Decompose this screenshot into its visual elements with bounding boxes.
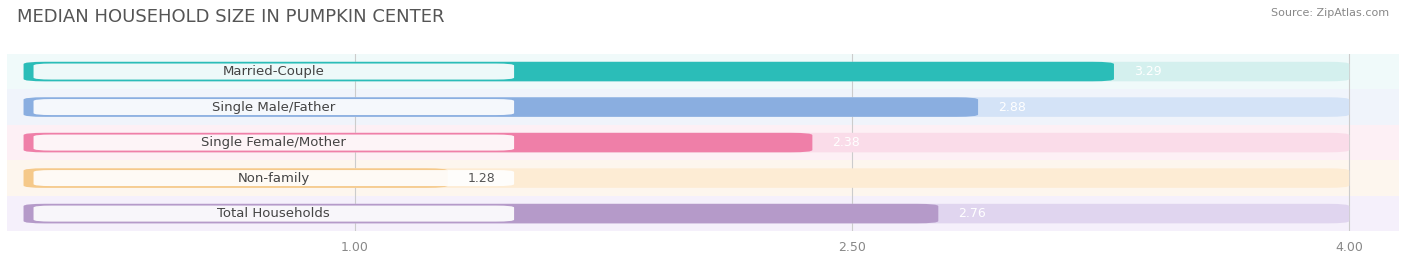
Text: Single Male/Father: Single Male/Father — [212, 101, 336, 114]
Text: 2.76: 2.76 — [959, 207, 986, 220]
FancyBboxPatch shape — [34, 134, 515, 151]
FancyBboxPatch shape — [34, 206, 515, 222]
FancyBboxPatch shape — [24, 97, 1350, 117]
FancyBboxPatch shape — [7, 125, 1399, 160]
Text: Married-Couple: Married-Couple — [224, 65, 325, 78]
FancyBboxPatch shape — [24, 133, 1350, 152]
Text: 2.88: 2.88 — [998, 101, 1026, 114]
FancyBboxPatch shape — [34, 99, 515, 115]
FancyBboxPatch shape — [34, 63, 515, 80]
FancyBboxPatch shape — [24, 204, 1350, 223]
FancyBboxPatch shape — [7, 54, 1399, 89]
FancyBboxPatch shape — [7, 196, 1399, 231]
FancyBboxPatch shape — [24, 97, 979, 117]
FancyBboxPatch shape — [34, 170, 515, 186]
Text: Single Female/Mother: Single Female/Mother — [201, 136, 346, 149]
FancyBboxPatch shape — [24, 204, 938, 223]
FancyBboxPatch shape — [24, 62, 1350, 81]
FancyBboxPatch shape — [24, 168, 447, 188]
Text: 2.38: 2.38 — [832, 136, 860, 149]
Text: 3.29: 3.29 — [1133, 65, 1161, 78]
Text: Source: ZipAtlas.com: Source: ZipAtlas.com — [1271, 8, 1389, 18]
FancyBboxPatch shape — [24, 62, 1114, 81]
FancyBboxPatch shape — [24, 168, 1350, 188]
Text: Total Households: Total Households — [218, 207, 330, 220]
FancyBboxPatch shape — [7, 160, 1399, 196]
Text: MEDIAN HOUSEHOLD SIZE IN PUMPKIN CENTER: MEDIAN HOUSEHOLD SIZE IN PUMPKIN CENTER — [17, 8, 444, 26]
Text: Non-family: Non-family — [238, 172, 309, 185]
FancyBboxPatch shape — [7, 89, 1399, 125]
FancyBboxPatch shape — [24, 133, 813, 152]
Text: 1.28: 1.28 — [468, 172, 495, 185]
